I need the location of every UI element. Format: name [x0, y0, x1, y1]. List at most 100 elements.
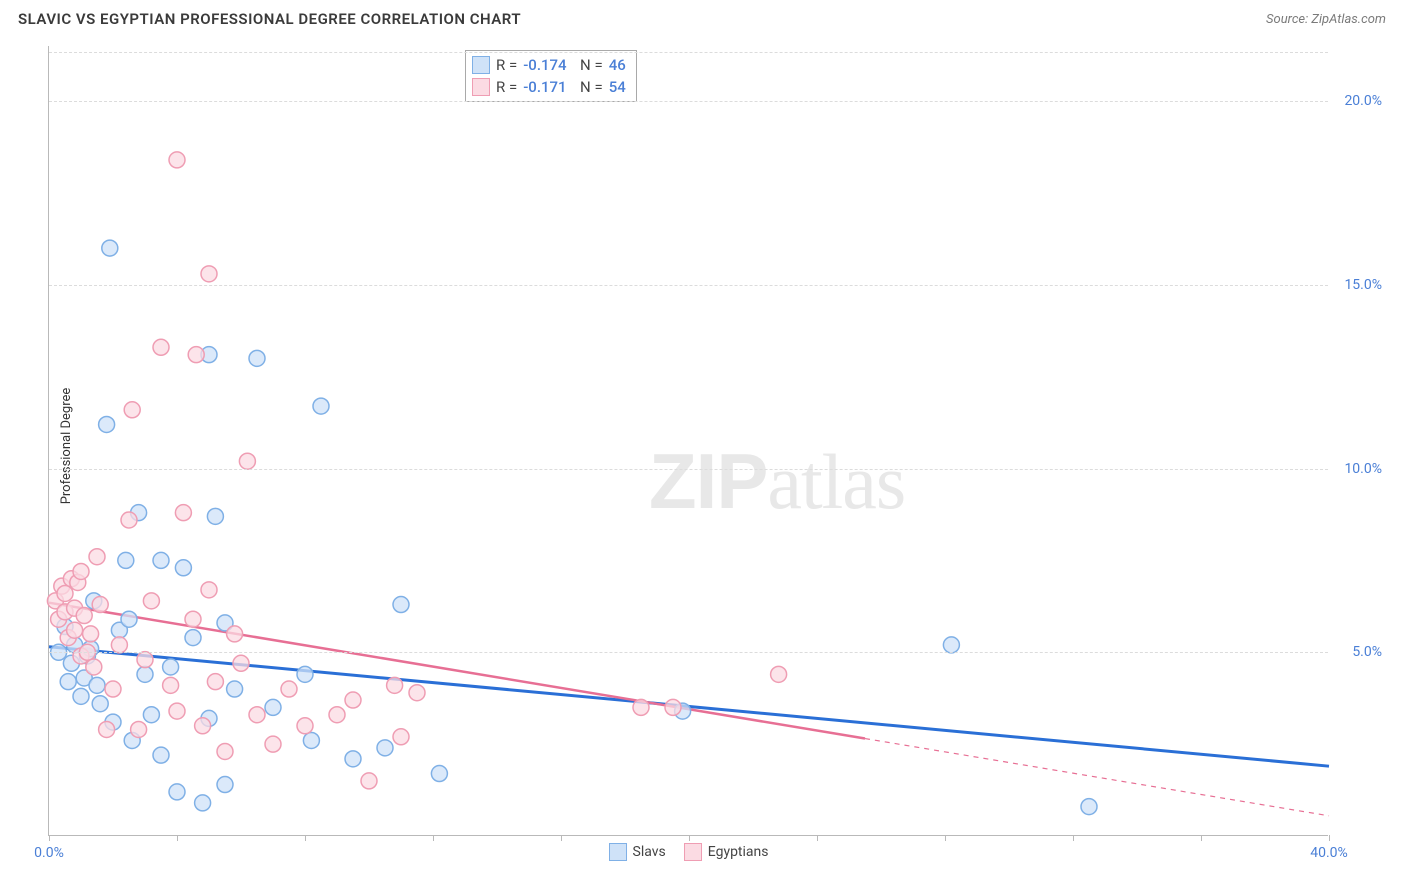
data-point-slavs	[265, 699, 281, 715]
gridline	[49, 101, 1328, 102]
x-tick	[1073, 835, 1074, 841]
x-tick	[49, 835, 50, 841]
data-point-egyptians	[153, 339, 169, 355]
data-point-egyptians	[131, 721, 147, 737]
chart-header: SLAVIC VS EGYPTIAN PROFESSIONAL DEGREE C…	[0, 0, 1406, 34]
data-point-slavs	[169, 784, 185, 800]
data-point-egyptians	[771, 666, 787, 682]
x-tick-label: 0.0%	[34, 845, 64, 861]
data-point-slavs	[153, 552, 169, 568]
x-tick-label: 40.0%	[1310, 845, 1348, 861]
data-point-egyptians	[163, 677, 179, 693]
data-point-slavs	[102, 240, 118, 256]
data-point-egyptians	[409, 685, 425, 701]
data-point-egyptians	[265, 736, 281, 752]
y-tick-label: 10.0%	[1344, 461, 1382, 477]
data-point-egyptians	[387, 677, 403, 693]
legend-bottom: Slavs Egyptians	[609, 843, 769, 861]
data-point-slavs	[377, 740, 393, 756]
data-point-slavs	[313, 398, 329, 414]
data-point-slavs	[303, 732, 319, 748]
data-point-egyptians	[188, 347, 204, 363]
data-point-egyptians	[169, 152, 185, 168]
data-point-egyptians	[137, 652, 153, 668]
x-tick	[689, 835, 690, 841]
legend-label: Slavs	[633, 844, 666, 860]
data-point-egyptians	[185, 611, 201, 627]
data-point-slavs	[393, 597, 409, 613]
data-point-egyptians	[121, 512, 137, 528]
swatch-icon	[609, 843, 627, 861]
data-point-egyptians	[76, 608, 92, 624]
y-tick-label: 20.0%	[1344, 93, 1382, 109]
data-point-egyptians	[281, 681, 297, 697]
x-tick	[177, 835, 178, 841]
data-point-egyptians	[175, 505, 191, 521]
legend-item-slavs: Slavs	[609, 843, 666, 861]
chart-title: SLAVIC VS EGYPTIAN PROFESSIONAL DEGREE C…	[18, 10, 521, 28]
data-point-slavs	[227, 681, 243, 697]
data-point-slavs	[345, 751, 361, 767]
data-point-egyptians	[393, 729, 409, 745]
data-point-egyptians	[297, 718, 313, 734]
data-point-slavs	[73, 688, 89, 704]
data-point-egyptians	[92, 597, 108, 613]
y-tick-label: 15.0%	[1344, 277, 1382, 293]
chart-source: Source: ZipAtlas.com	[1266, 12, 1386, 27]
data-point-slavs	[92, 696, 108, 712]
data-point-egyptians	[233, 655, 249, 671]
data-point-egyptians	[329, 707, 345, 723]
data-point-slavs	[60, 674, 76, 690]
data-point-egyptians	[89, 549, 105, 565]
data-point-slavs	[943, 637, 959, 653]
data-point-egyptians	[73, 563, 89, 579]
data-point-egyptians	[239, 453, 255, 469]
data-point-slavs	[118, 552, 134, 568]
data-point-slavs	[297, 666, 313, 682]
swatch-icon	[684, 843, 702, 861]
data-point-egyptians	[195, 718, 211, 734]
data-point-egyptians	[67, 622, 83, 638]
data-point-egyptians	[633, 699, 649, 715]
x-tick	[561, 835, 562, 841]
legend-label: Egyptians	[708, 844, 769, 860]
data-point-slavs	[175, 560, 191, 576]
data-point-egyptians	[111, 637, 127, 653]
data-point-egyptians	[249, 707, 265, 723]
plot-area: ZIPatlas R = -0.174 N = 46R = -0.171 N =…	[48, 46, 1328, 836]
data-point-slavs	[185, 630, 201, 646]
gridline	[49, 52, 1328, 53]
data-point-slavs	[163, 659, 179, 675]
x-tick	[945, 835, 946, 841]
data-point-egyptians	[99, 721, 115, 737]
data-point-slavs	[89, 677, 105, 693]
x-tick	[1329, 835, 1330, 841]
data-point-slavs	[207, 508, 223, 524]
data-point-egyptians	[105, 681, 121, 697]
data-point-egyptians	[345, 692, 361, 708]
data-point-egyptians	[201, 266, 217, 282]
legend-item-egyptians: Egyptians	[684, 843, 769, 861]
data-point-slavs	[99, 416, 115, 432]
data-point-slavs	[431, 766, 447, 782]
data-point-slavs	[143, 707, 159, 723]
gridline	[49, 285, 1328, 286]
x-tick	[817, 835, 818, 841]
data-point-egyptians	[207, 674, 223, 690]
data-point-egyptians	[217, 743, 233, 759]
x-tick	[305, 835, 306, 841]
data-point-slavs	[1081, 799, 1097, 815]
x-tick	[433, 835, 434, 841]
gridline	[49, 652, 1328, 653]
data-point-slavs	[153, 747, 169, 763]
data-point-egyptians	[143, 593, 159, 609]
data-point-slavs	[121, 611, 137, 627]
data-point-slavs	[249, 350, 265, 366]
data-point-slavs	[137, 666, 153, 682]
data-point-egyptians	[124, 402, 140, 418]
data-point-slavs	[217, 777, 233, 793]
data-point-egyptians	[227, 626, 243, 642]
data-point-egyptians	[83, 626, 99, 642]
data-point-egyptians	[86, 659, 102, 675]
data-point-egyptians	[665, 699, 681, 715]
